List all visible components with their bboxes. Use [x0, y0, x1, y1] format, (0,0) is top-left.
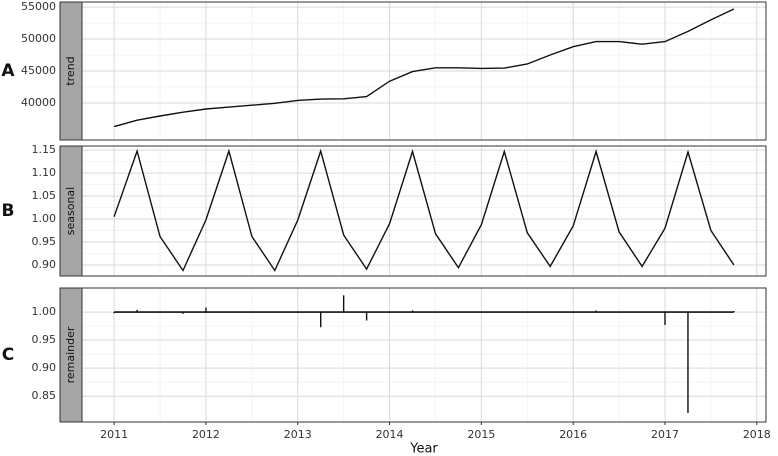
strip-label: remainder [64, 326, 77, 383]
y-tick-label: 40000 [21, 96, 56, 109]
x-tick-label: 2014 [376, 428, 404, 441]
y-tick-label: 1.05 [32, 189, 57, 202]
y-tick-label: 0.90 [32, 258, 57, 271]
y-tick-label: 0.90 [32, 361, 57, 374]
strip-label: trend [64, 56, 77, 85]
x-tick-label: 2012 [192, 428, 220, 441]
x-tick-label: 2013 [284, 428, 312, 441]
x-tick-label: 2017 [651, 428, 679, 441]
y-tick-label: 1.00 [32, 212, 57, 225]
y-tick-label: 45000 [21, 64, 56, 77]
panel-background [82, 288, 766, 422]
panel-border [81, 1, 767, 141]
trend-line [113, 8, 735, 128]
y-tick-label: 0.85 [32, 389, 57, 402]
x-tick-label: 2016 [559, 428, 587, 441]
strip-label: seasonal [64, 187, 77, 235]
x-tick-label: 2015 [467, 428, 495, 441]
panel-letter: A [1, 61, 15, 81]
panel-border [81, 145, 767, 277]
panel-letter: C [2, 345, 14, 365]
y-tick-label: 55000 [21, 0, 56, 13]
y-tick-label: 50000 [21, 32, 56, 45]
panel-background [82, 146, 766, 276]
y-tick-label: 0.95 [32, 235, 57, 248]
x-tick-label: 2018 [743, 428, 771, 441]
y-tick-label: 1.00 [32, 305, 57, 318]
y-tick-label: 0.95 [32, 333, 57, 346]
x-tick-label: 2011 [100, 428, 128, 441]
y-tick-label: 1.10 [32, 166, 57, 179]
panel-border [81, 287, 767, 423]
y-tick-label: 1.15 [32, 143, 57, 156]
panel-letter: B [2, 201, 15, 221]
trend-line [113, 148, 735, 272]
x-axis-title: Year [409, 442, 438, 456]
